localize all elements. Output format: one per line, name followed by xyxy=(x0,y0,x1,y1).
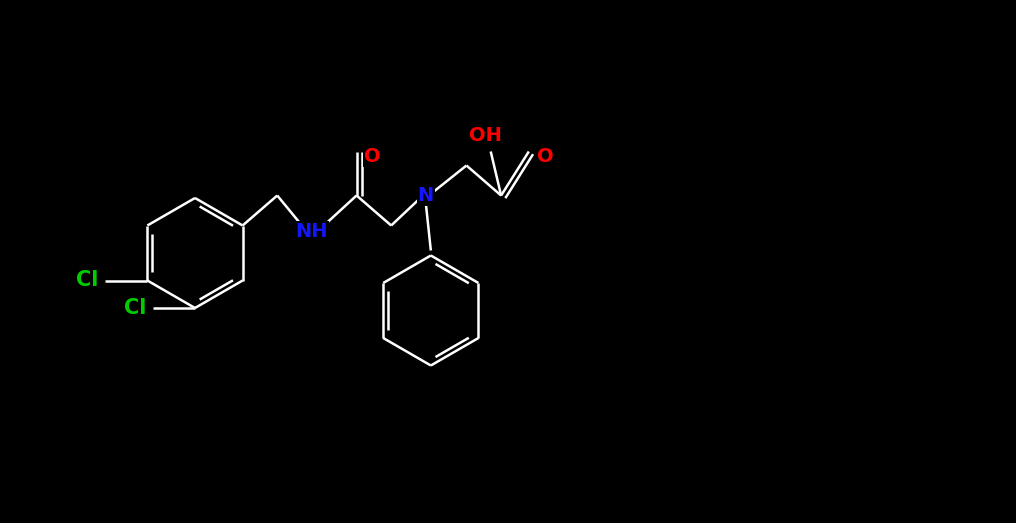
Text: O: O xyxy=(536,147,553,166)
Text: Cl: Cl xyxy=(124,298,146,318)
Text: NH: NH xyxy=(296,222,328,241)
Text: Cl: Cl xyxy=(76,270,99,290)
Text: OH: OH xyxy=(469,126,502,145)
Text: O: O xyxy=(365,147,381,166)
Text: N: N xyxy=(418,186,434,205)
